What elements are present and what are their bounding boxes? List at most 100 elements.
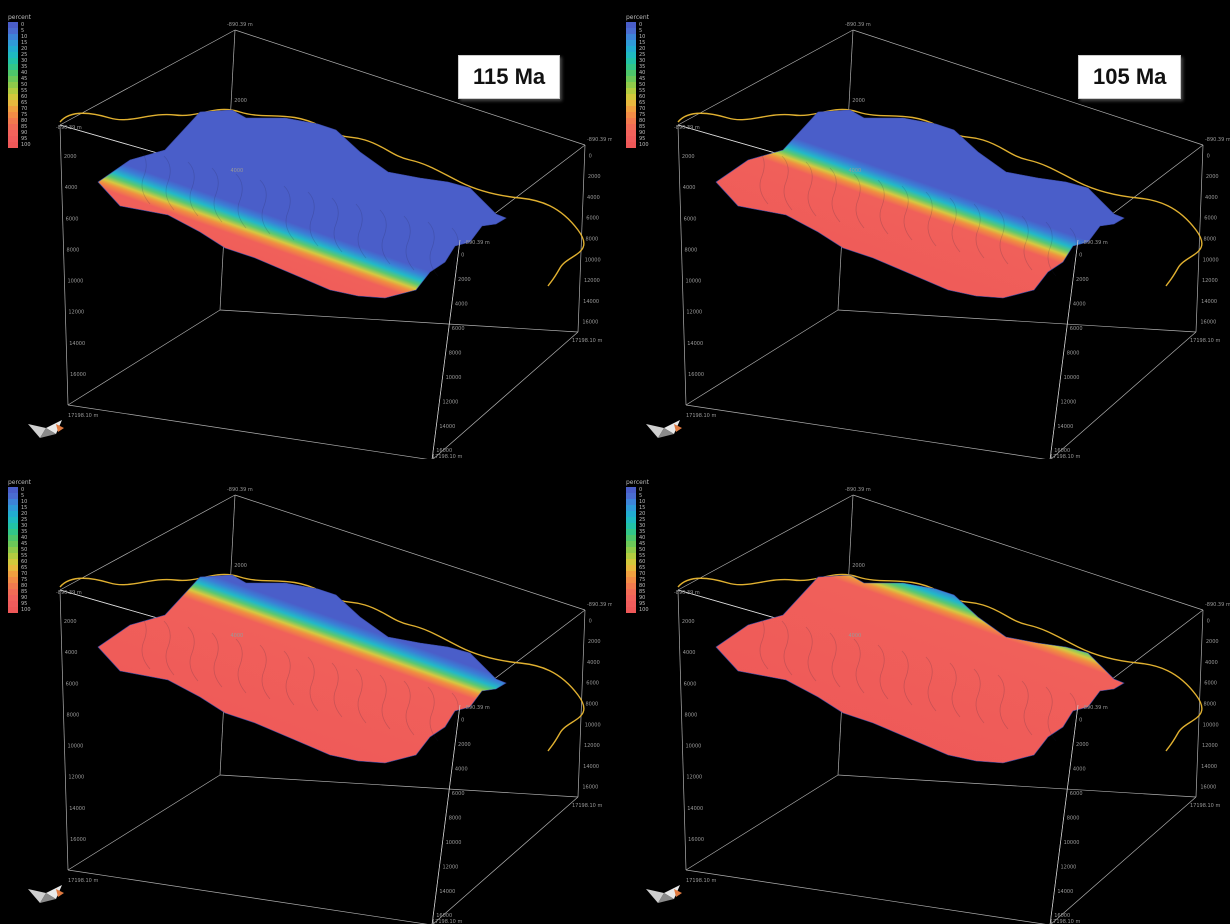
legend-swatch: [8, 142, 18, 148]
right-axis-tick: 6000: [1204, 216, 1217, 222]
legend-value: 85: [21, 124, 28, 130]
depth-axis-tick: 0: [461, 718, 464, 724]
legend-entry: 20: [626, 511, 649, 517]
right-axis-tick: 8000: [586, 237, 599, 243]
right-axis-tick: 8000: [1204, 702, 1217, 708]
legend-value: 80: [639, 583, 646, 589]
right-axis-tick: 14000: [583, 299, 599, 305]
right-axis-tick: 2000: [588, 639, 601, 645]
right-corner-label: -890.39 m: [587, 602, 612, 608]
legend-swatch: [626, 511, 636, 517]
legend-swatch: [8, 511, 18, 517]
left-axis-tick: 4000: [65, 650, 78, 656]
legend-value: 55: [21, 88, 28, 94]
surface-relief: [139, 149, 463, 283]
legend-value: 40: [639, 70, 646, 76]
legend-swatch: [626, 88, 636, 94]
left-axis-tick: 12000: [68, 775, 84, 781]
bottom-center-label: 17198.10 m: [1050, 919, 1080, 924]
left-axis-tick: 6000: [66, 216, 79, 222]
legend-entry: 45: [8, 76, 31, 82]
legend-title: percent: [8, 14, 31, 21]
basin-3d-view: -890.39 m -890.39 m -890.39 m -890.39 m 1719…: [646, 487, 1230, 924]
depth-axis-tick: 12000: [1060, 399, 1076, 405]
legend-swatch: [8, 46, 18, 52]
legend-value: 40: [21, 70, 28, 76]
left-axis-tick: 6000: [684, 681, 697, 687]
legend-entry: 65: [8, 565, 31, 571]
legend-swatch: [626, 493, 636, 499]
legend-swatch: [8, 595, 18, 601]
orientation-compass-icon: [28, 885, 64, 903]
legend-entry: 20: [8, 511, 31, 517]
legend-value: 15: [21, 505, 28, 511]
legend-entry: 70: [8, 106, 31, 112]
legend-entry: 55: [626, 553, 649, 559]
legend-swatch: [626, 118, 636, 124]
legend-entry: 5: [626, 493, 649, 499]
legend-value: 75: [21, 112, 28, 118]
legend-value: 85: [639, 589, 646, 595]
legend-swatch: [626, 517, 636, 523]
legend-value: 10: [639, 499, 646, 505]
legend-swatch: [626, 547, 636, 553]
legend-swatch: [626, 541, 636, 547]
legend-value: 35: [639, 529, 646, 535]
age-label: 105 Ma: [1078, 55, 1182, 99]
legend-entry: 45: [626, 541, 649, 547]
legend-value: 70: [21, 106, 28, 112]
left-axis-tick: 16000: [688, 372, 704, 378]
legend-entry: 35: [626, 529, 649, 535]
age-label: 115 Ma: [458, 55, 561, 99]
left-axis-tick: 16000: [70, 837, 86, 843]
coastline-trace: [677, 573, 1203, 752]
legend-entry: 10: [8, 34, 31, 40]
top-corner-label: -890.39 m: [227, 22, 253, 28]
legend-swatch: [626, 28, 636, 34]
legend-entry: 60: [626, 559, 649, 565]
legend-entry: 25: [626, 517, 649, 523]
depth-axis-tick: 16000: [1054, 913, 1070, 919]
left-axis-tick: 8000: [685, 712, 698, 718]
legend-value: 75: [639, 112, 646, 118]
left-corner-label: -890.39 m: [56, 590, 82, 596]
legend-swatch: [8, 601, 18, 607]
legend-entry: 45: [8, 541, 31, 547]
legend-value: 50: [21, 82, 28, 88]
legend-value: 15: [21, 40, 28, 46]
legend-swatch: [8, 493, 18, 499]
legend-entry: 0: [626, 487, 649, 493]
depth-axis-tick: 2000: [458, 277, 471, 283]
top-axis-tick: 4000: [231, 633, 244, 639]
right-axis-tick: 0: [589, 618, 592, 624]
right-corner-label: -890.39 m: [1205, 602, 1230, 608]
legend-swatch: [8, 517, 18, 523]
surface-relief: [757, 614, 1081, 748]
left-corner-label: -890.39 m: [674, 125, 700, 131]
depth-axis-tick: 10000: [1064, 375, 1080, 381]
coastline-trace: [59, 108, 585, 287]
legend-swatch: [8, 583, 18, 589]
legend-value: 15: [639, 505, 646, 511]
right-axis-tick: 16000: [1200, 785, 1216, 791]
bottom-center-label: 17198.10 m: [432, 454, 462, 459]
legend-value: 85: [639, 124, 646, 130]
legend-entry: 80: [8, 118, 31, 124]
legend-value: 0: [639, 487, 643, 493]
depth-axis-tick: 14000: [1057, 889, 1073, 895]
legend-title: percent: [626, 14, 649, 21]
legend-entry: 65: [626, 100, 649, 106]
left-axis-tick: 4000: [683, 185, 696, 191]
legend-entry: 95: [626, 136, 649, 142]
right-axis-tick: 10000: [1203, 722, 1219, 728]
legend-swatch: [626, 112, 636, 118]
left-axis-tick: 14000: [69, 341, 85, 347]
legend-entry: 100: [8, 142, 31, 148]
legend-entry: 55: [8, 553, 31, 559]
legend-value: 30: [639, 523, 646, 529]
depth-axis-tick: 2000: [1076, 742, 1089, 748]
depth-axis-tick: 6000: [452, 326, 465, 332]
depth-axis-tick: 10000: [446, 375, 462, 381]
legend-swatch: [626, 46, 636, 52]
legend-entry: 45: [626, 76, 649, 82]
